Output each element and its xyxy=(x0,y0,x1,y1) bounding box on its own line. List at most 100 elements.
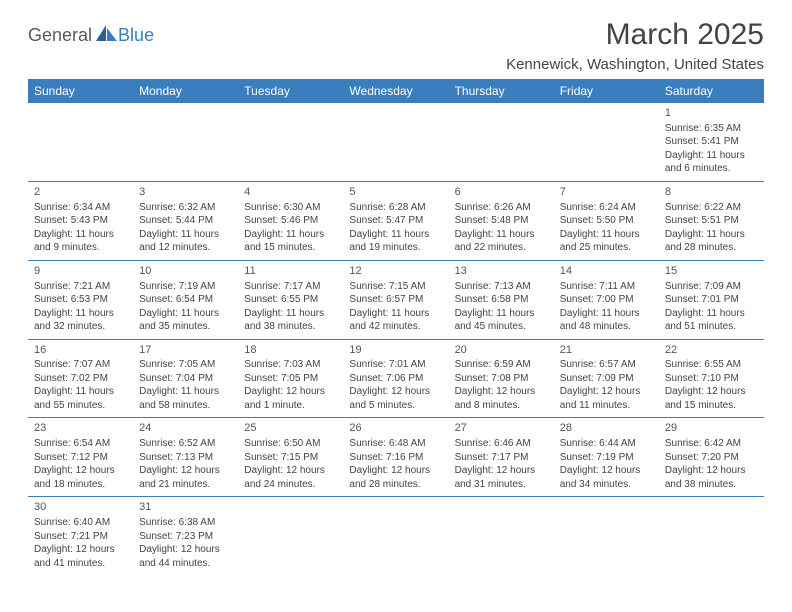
day-number: 4 xyxy=(244,185,337,200)
sunrise-line: Sunrise: 6:34 AM xyxy=(34,201,127,215)
daylight-line: and 44 minutes. xyxy=(139,557,232,571)
sail-icon xyxy=(96,24,118,47)
daylight-line: and 42 minutes. xyxy=(349,320,442,334)
daylight-line: Daylight: 11 hours xyxy=(349,307,442,321)
calendar-cell: 26Sunrise: 6:48 AMSunset: 7:16 PMDayligh… xyxy=(343,418,448,497)
daylight-line: Daylight: 12 hours xyxy=(665,385,758,399)
calendar-cell: 3Sunrise: 6:32 AMSunset: 5:44 PMDaylight… xyxy=(133,181,238,260)
day-header-mon: Monday xyxy=(133,79,238,103)
sunrise-line: Sunrise: 7:19 AM xyxy=(139,280,232,294)
day-number: 27 xyxy=(455,421,548,436)
daylight-line: and 25 minutes. xyxy=(560,241,653,255)
daylight-line: Daylight: 11 hours xyxy=(34,228,127,242)
sunrise-line: Sunrise: 6:57 AM xyxy=(560,358,653,372)
day-header-tue: Tuesday xyxy=(238,79,343,103)
daylight-line: Daylight: 12 hours xyxy=(349,385,442,399)
daylight-line: and 38 minutes. xyxy=(665,478,758,492)
calendar-cell: 22Sunrise: 6:55 AMSunset: 7:10 PMDayligh… xyxy=(659,339,764,418)
day-number: 16 xyxy=(34,343,127,358)
daylight-line: and 34 minutes. xyxy=(560,478,653,492)
calendar-cell xyxy=(343,497,448,575)
day-number: 14 xyxy=(560,264,653,279)
sunrise-line: Sunrise: 7:05 AM xyxy=(139,358,232,372)
sunrise-line: Sunrise: 7:17 AM xyxy=(244,280,337,294)
sunrise-line: Sunrise: 6:55 AM xyxy=(665,358,758,372)
daylight-line: and 31 minutes. xyxy=(455,478,548,492)
calendar-cell: 31Sunrise: 6:38 AMSunset: 7:23 PMDayligh… xyxy=(133,497,238,575)
daylight-line: and 5 minutes. xyxy=(349,399,442,413)
calendar-cell xyxy=(133,103,238,181)
calendar-cell: 28Sunrise: 6:44 AMSunset: 7:19 PMDayligh… xyxy=(554,418,659,497)
day-number: 11 xyxy=(244,264,337,279)
logo-text-blue: Blue xyxy=(118,25,154,46)
daylight-line: Daylight: 11 hours xyxy=(139,385,232,399)
daylight-line: Daylight: 11 hours xyxy=(244,228,337,242)
sunrise-line: Sunrise: 6:48 AM xyxy=(349,437,442,451)
sunrise-line: Sunrise: 7:07 AM xyxy=(34,358,127,372)
day-header-wed: Wednesday xyxy=(343,79,448,103)
sunrise-line: Sunrise: 6:59 AM xyxy=(455,358,548,372)
daylight-line: Daylight: 12 hours xyxy=(244,385,337,399)
daylight-line: and 32 minutes. xyxy=(34,320,127,334)
day-number: 25 xyxy=(244,421,337,436)
sunset-line: Sunset: 6:54 PM xyxy=(139,293,232,307)
calendar-cell xyxy=(554,497,659,575)
month-title: March 2025 xyxy=(506,18,764,52)
daylight-line: and 1 minute. xyxy=(244,399,337,413)
sunset-line: Sunset: 7:21 PM xyxy=(34,530,127,544)
day-number: 5 xyxy=(349,185,442,200)
daylight-line: Daylight: 11 hours xyxy=(139,228,232,242)
calendar-cell xyxy=(238,103,343,181)
day-number: 24 xyxy=(139,421,232,436)
sunset-line: Sunset: 7:13 PM xyxy=(139,451,232,465)
day-number: 26 xyxy=(349,421,442,436)
calendar-cell xyxy=(449,103,554,181)
day-number: 6 xyxy=(455,185,548,200)
daylight-line: and 41 minutes. xyxy=(34,557,127,571)
daylight-line: Daylight: 11 hours xyxy=(665,307,758,321)
calendar-cell: 24Sunrise: 6:52 AMSunset: 7:13 PMDayligh… xyxy=(133,418,238,497)
daylight-line: Daylight: 12 hours xyxy=(349,464,442,478)
sunrise-line: Sunrise: 6:50 AM xyxy=(244,437,337,451)
day-number: 3 xyxy=(139,185,232,200)
daylight-line: and 38 minutes. xyxy=(244,320,337,334)
calendar-cell: 1Sunrise: 6:35 AMSunset: 5:41 PMDaylight… xyxy=(659,103,764,181)
sunset-line: Sunset: 7:20 PM xyxy=(665,451,758,465)
daylight-line: and 19 minutes. xyxy=(349,241,442,255)
sunset-line: Sunset: 5:48 PM xyxy=(455,214,548,228)
sunset-line: Sunset: 6:57 PM xyxy=(349,293,442,307)
location-label: Kennewick, Washington, United States xyxy=(506,56,764,73)
calendar-row: 16Sunrise: 7:07 AMSunset: 7:02 PMDayligh… xyxy=(28,339,764,418)
calendar-cell: 6Sunrise: 6:26 AMSunset: 5:48 PMDaylight… xyxy=(449,181,554,260)
calendar-cell: 18Sunrise: 7:03 AMSunset: 7:05 PMDayligh… xyxy=(238,339,343,418)
calendar-cell: 2Sunrise: 6:34 AMSunset: 5:43 PMDaylight… xyxy=(28,181,133,260)
sunset-line: Sunset: 7:10 PM xyxy=(665,372,758,386)
sunset-line: Sunset: 7:16 PM xyxy=(349,451,442,465)
sunset-line: Sunset: 6:58 PM xyxy=(455,293,548,307)
sunset-line: Sunset: 5:41 PM xyxy=(665,135,758,149)
sunrise-line: Sunrise: 6:52 AM xyxy=(139,437,232,451)
sunrise-line: Sunrise: 6:38 AM xyxy=(139,516,232,530)
daylight-line: Daylight: 12 hours xyxy=(665,464,758,478)
daylight-line: and 6 minutes. xyxy=(665,162,758,176)
daylight-line: Daylight: 12 hours xyxy=(455,385,548,399)
sunrise-line: Sunrise: 7:15 AM xyxy=(349,280,442,294)
sunset-line: Sunset: 7:04 PM xyxy=(139,372,232,386)
calendar-cell: 12Sunrise: 7:15 AMSunset: 6:57 PMDayligh… xyxy=(343,260,448,339)
daylight-line: Daylight: 11 hours xyxy=(139,307,232,321)
daylight-line: and 55 minutes. xyxy=(34,399,127,413)
calendar-row: 23Sunrise: 6:54 AMSunset: 7:12 PMDayligh… xyxy=(28,418,764,497)
sunrise-line: Sunrise: 7:09 AM xyxy=(665,280,758,294)
sunrise-line: Sunrise: 7:01 AM xyxy=(349,358,442,372)
calendar-row: 9Sunrise: 7:21 AMSunset: 6:53 PMDaylight… xyxy=(28,260,764,339)
day-number: 10 xyxy=(139,264,232,279)
day-number: 18 xyxy=(244,343,337,358)
daylight-line: Daylight: 12 hours xyxy=(560,464,653,478)
day-number: 15 xyxy=(665,264,758,279)
sunset-line: Sunset: 7:12 PM xyxy=(34,451,127,465)
calendar-cell: 13Sunrise: 7:13 AMSunset: 6:58 PMDayligh… xyxy=(449,260,554,339)
daylight-line: and 48 minutes. xyxy=(560,320,653,334)
day-header-thu: Thursday xyxy=(449,79,554,103)
calendar-cell xyxy=(238,497,343,575)
daylight-line: Daylight: 11 hours xyxy=(560,307,653,321)
